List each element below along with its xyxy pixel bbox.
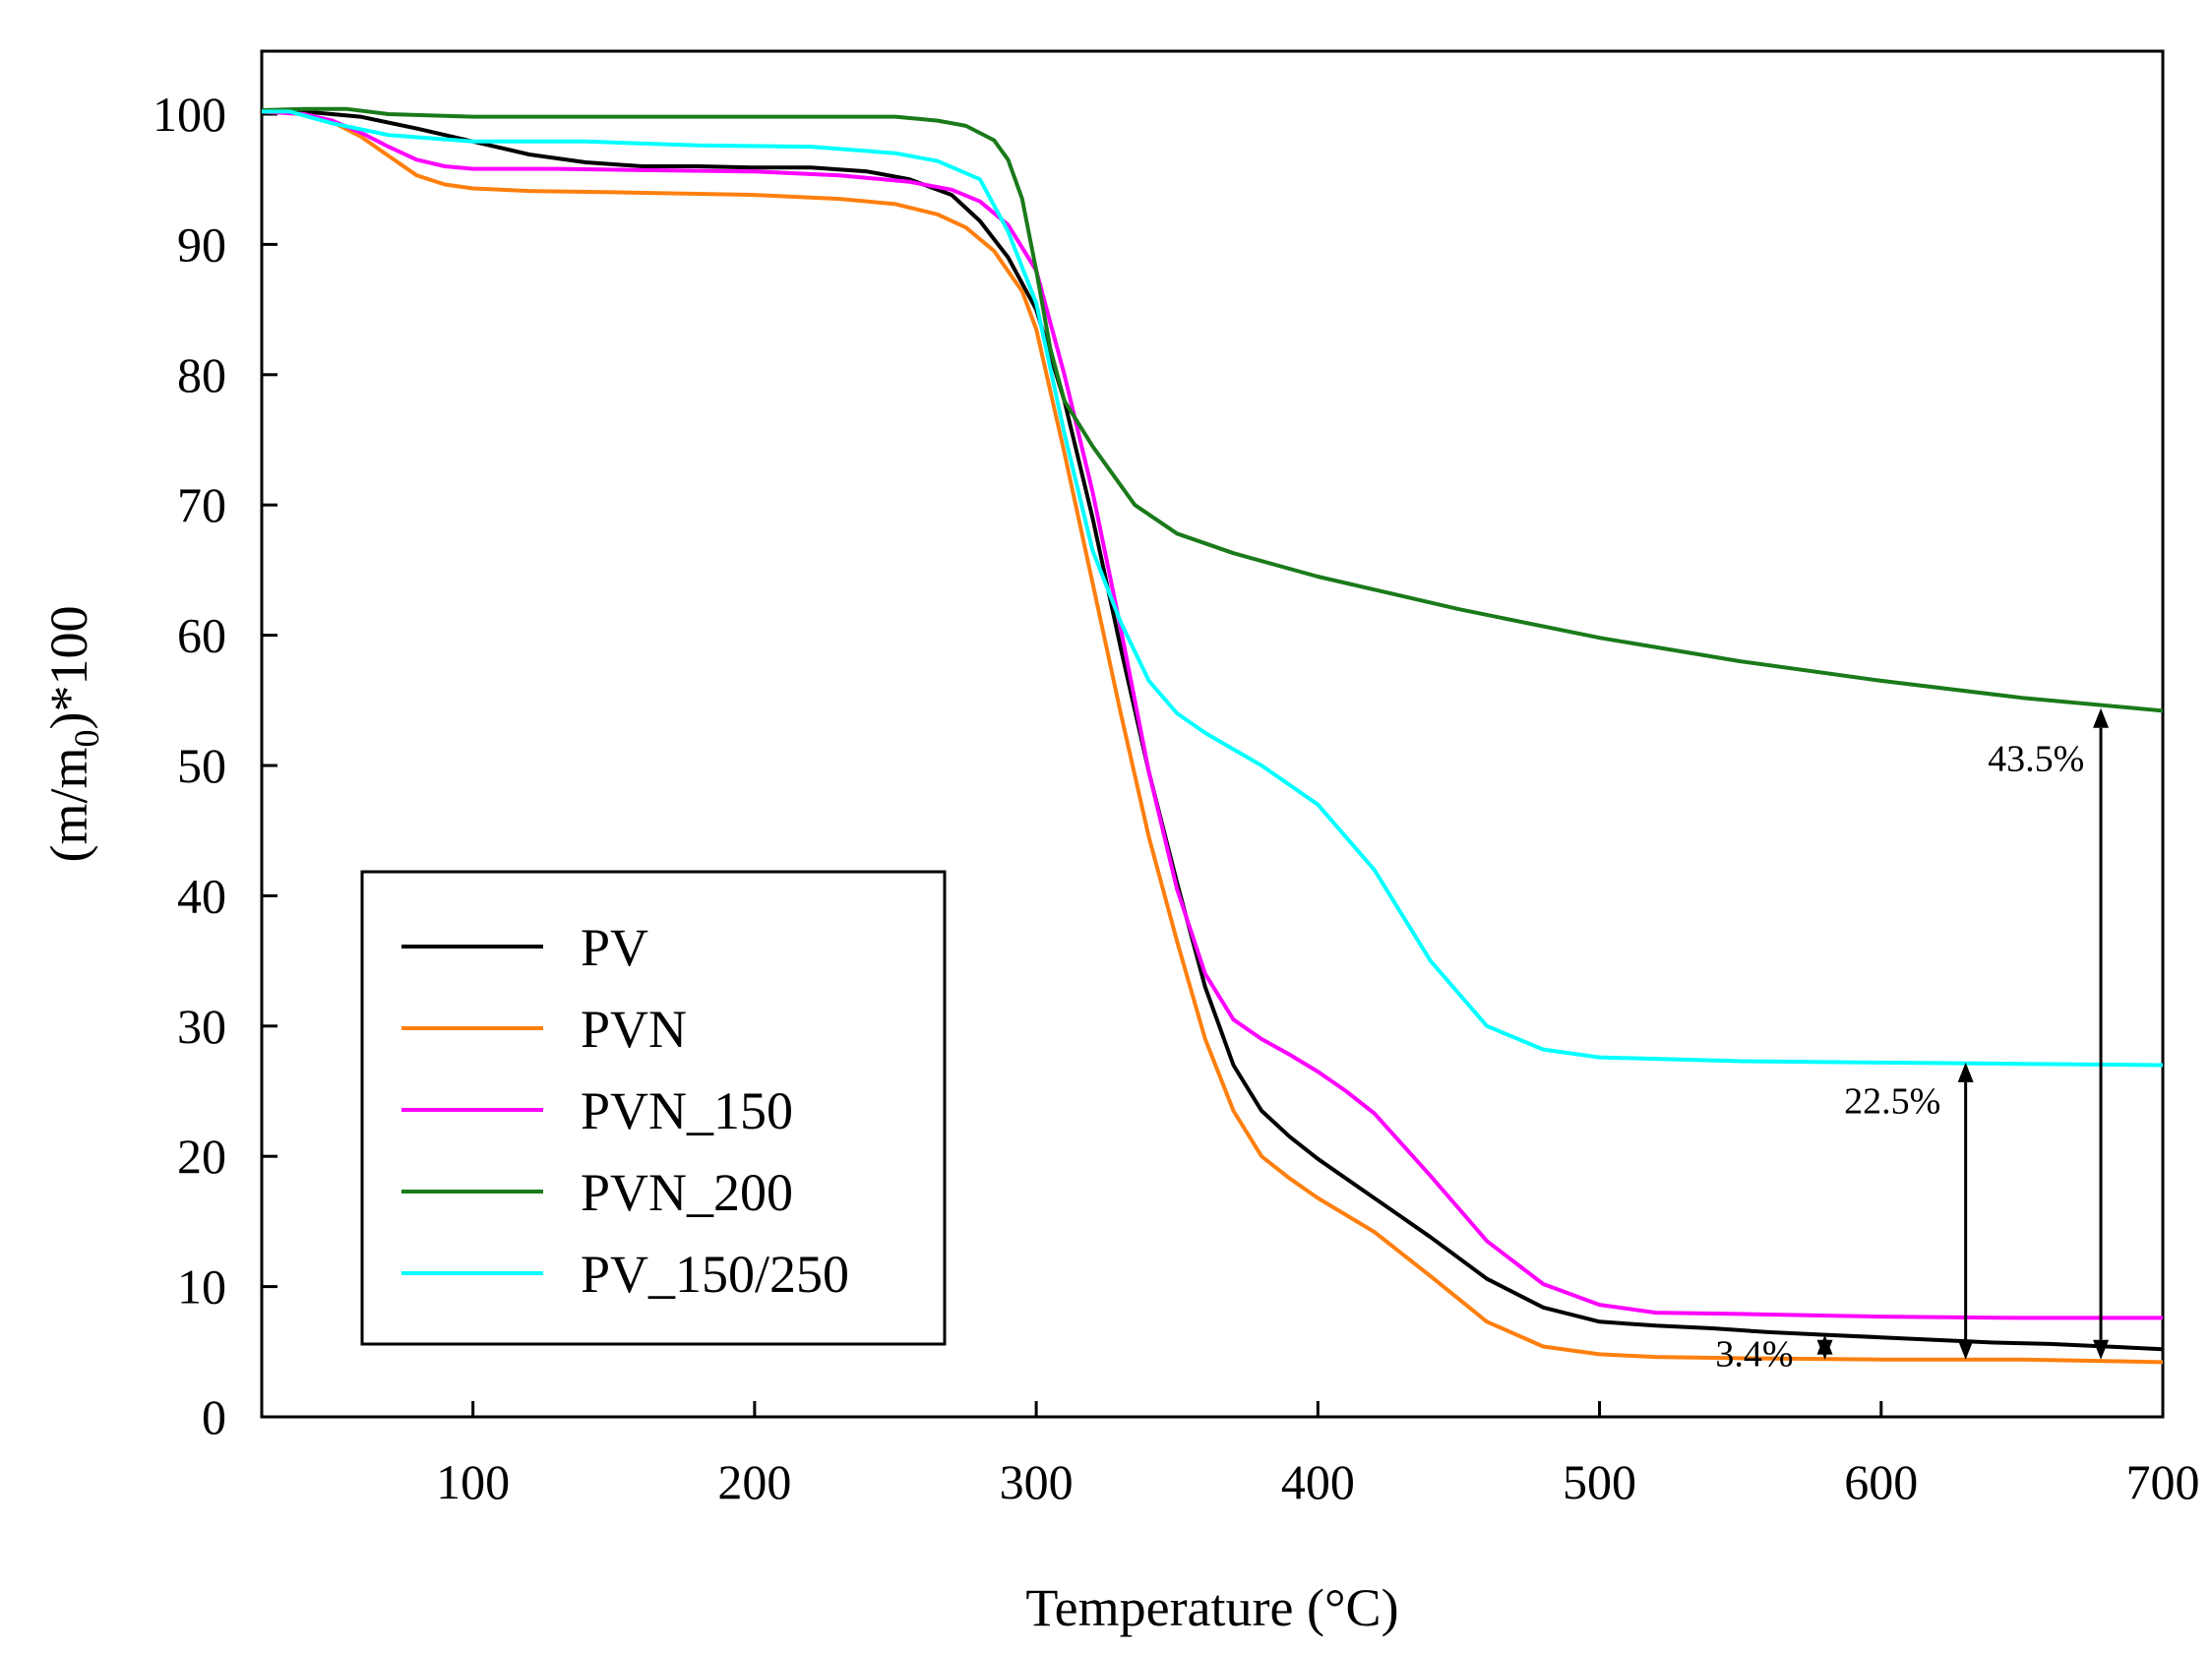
y-tick-label: 10 [177,1259,226,1315]
annotation-arrow-head [2093,707,2110,728]
legend-label: PV [581,918,648,977]
y-tick-label: 80 [177,347,226,402]
annotation-layer: 3.4% 22.5% 43.5% [1715,707,2110,1375]
y-axis-ticks: 0 10 20 30 40 50 60 70 80 90 100 [153,87,277,1444]
x-axis-title: Temperature (°C) [1025,1578,1398,1637]
x-tick-label: 500 [1563,1454,1636,1509]
legend: PV PVN PVN_150 PVN_200 PV_150/250 [360,870,947,1346]
x-axis-ticks: 100 200 300 400 500 600 700 [436,1401,2200,1509]
y-tick-label: 30 [177,999,226,1054]
annotation-arrow-head [2093,1339,2110,1360]
x-tick-label: 400 [1281,1454,1355,1509]
series-line-pvn-150 [262,109,2163,1320]
y-axis-title: (m/m0)*100 [39,606,106,863]
x-tick-label: 700 [2126,1454,2200,1509]
legend-items: PV PVN PVN_150 PVN_200 PV_150/250 [401,918,849,1304]
x-tick-label: 200 [717,1454,791,1509]
x-tick-label: 300 [1000,1454,1074,1509]
plot-frame [260,49,2165,1419]
y-tick-label: 70 [177,477,226,532]
x-tick-label: 100 [436,1454,510,1509]
y-axis-title-subscript: 0 [67,729,106,747]
y-tick-label: 20 [177,1129,226,1184]
series-line-pv-150-250 [262,109,2163,1068]
y-tick-label: 60 [177,608,226,663]
y-tick-label: 90 [177,216,226,272]
y-axis-title-main: (m/m [39,747,98,862]
y-tick-label: 100 [153,87,226,142]
series-line-pvn-200 [262,106,2163,713]
y-tick-label: 0 [202,1389,226,1444]
legend-label: PVN_150 [581,1081,793,1140]
annotation-label: 43.5% [1988,738,2084,779]
annotation-arrow-head [1957,1339,1974,1360]
annotation-arrow-head [1957,1062,1974,1082]
y-tick-label: 40 [177,868,226,923]
y-axis-title-tail: )*100 [39,606,98,730]
annotation-label: 3.4% [1715,1333,1793,1375]
series-line-pvn [262,109,2163,1365]
series-layer [262,106,2163,1365]
annotation-label: 22.5% [1844,1081,1940,1123]
legend-label: PVN [581,1000,687,1059]
x-tick-label: 600 [1844,1454,1918,1509]
y-tick-label: 50 [177,738,226,793]
annotation-arrow-head [1816,1339,1833,1360]
legend-label: PV_150/250 [581,1245,849,1304]
legend-label: PVN_200 [581,1163,793,1222]
